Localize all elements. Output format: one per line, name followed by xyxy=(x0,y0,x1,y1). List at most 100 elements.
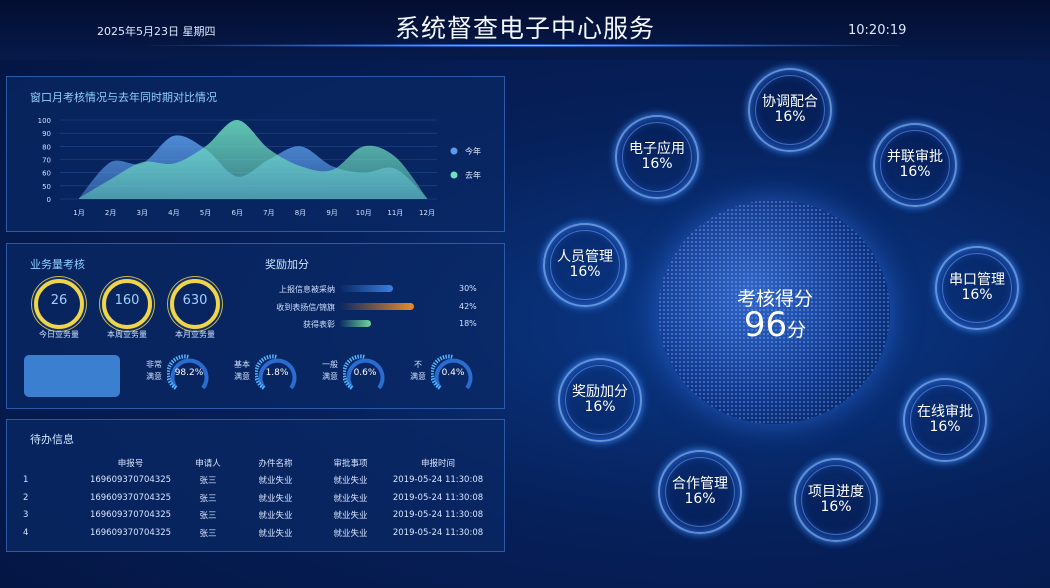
table-cell: 169609370704325 xyxy=(89,527,172,538)
metric-node[interactable]: 电子应用 16% xyxy=(615,115,699,199)
table-cell: 张三 xyxy=(199,493,217,504)
node-name: 项目进度 xyxy=(808,484,864,500)
todo-table: 申报号 申请人 办件名称 审批事项 申报时间 1 169609370704325 张三 就业失业… xyxy=(23,454,488,542)
y-tick-label: 0 xyxy=(47,196,51,204)
table-cell: 就业失业 xyxy=(333,511,368,522)
table-cell: 3 xyxy=(23,510,29,521)
satisfaction-value: 98.2% xyxy=(174,368,204,378)
x-tick-label: 7月 xyxy=(263,209,274,217)
metric-node[interactable]: 人员管理 16% xyxy=(543,223,627,307)
node-pct: 16% xyxy=(899,164,931,180)
count-label: 本月业务量 xyxy=(175,330,215,339)
legend-label: 今年 xyxy=(465,146,481,156)
table-cell: 就业失业 xyxy=(258,511,293,522)
node-pct: 16% xyxy=(641,156,673,172)
metric-node[interactable]: 项目进度 16% xyxy=(794,458,878,542)
x-tick-label: 2月 xyxy=(105,209,116,217)
table-cell: 张三 xyxy=(199,528,217,539)
satisfaction-gauge: 0.4% xyxy=(429,352,475,396)
legend-label: 去年 xyxy=(465,170,481,180)
table-cell: 申报号 xyxy=(117,458,144,469)
count-label: 本周业务量 xyxy=(107,330,147,339)
score-unit: 分 xyxy=(787,319,807,341)
header-glow xyxy=(150,44,900,47)
node-name: 电子应用 xyxy=(629,141,685,157)
metric-node[interactable]: 奖励加分 16% xyxy=(558,358,642,442)
reward-bar xyxy=(339,302,414,310)
table-cell: 2019-05-24 11:30:08 xyxy=(392,492,484,503)
satisfaction-label: 满意 xyxy=(322,372,338,381)
area-chart: 0 50 60 70 80 90 100 1月 2月 3月 4月 5月 6月 7月 8月 9月 10月 11月 12… xyxy=(38,117,481,217)
table-cell: 1 xyxy=(23,475,29,486)
table-cell: 169609370704325 xyxy=(89,492,172,503)
globe xyxy=(658,200,890,424)
x-tick-label: 6月 xyxy=(231,209,242,217)
business-title: 业务量考核 xyxy=(30,258,85,271)
node-name: 并联审批 xyxy=(887,149,943,165)
table-cell: 就业失业 xyxy=(333,476,368,487)
count-ring: 160 xyxy=(102,279,152,329)
table-cell: 张三 xyxy=(199,511,217,522)
reward-label: 获得表彰 xyxy=(303,320,335,329)
page-title: 系统督查电子中心服务 xyxy=(394,14,655,43)
x-tick-label: 11月 xyxy=(387,209,403,217)
metric-node[interactable]: 合作管理 16% xyxy=(658,450,742,534)
table-cell: 张三 xyxy=(199,476,217,487)
table-cell: 2019-05-24 11:30:08 xyxy=(392,510,484,521)
table-cell: 就业失业 xyxy=(258,493,293,504)
node-pct: 16% xyxy=(774,109,806,125)
node-pct: 16% xyxy=(820,499,852,515)
node-pct: 16% xyxy=(684,491,716,507)
table-cell: 申报时间 xyxy=(420,458,455,469)
x-tick-label: 9月 xyxy=(326,209,337,217)
x-tick-label: 10月 xyxy=(356,209,372,217)
reward-title: 奖励加分 xyxy=(265,258,309,271)
count-value: 630 xyxy=(182,293,208,308)
table-row[interactable]: 3 169609370704325 张三 就业失业 就业失业 2019-05-24 11:… xyxy=(23,507,488,525)
header: 2025年5月23日 星期四 系统督查电子中心服务 10:20:19 xyxy=(0,0,1050,60)
todo-panel: 待办信息 申报号 申请人 办件名称 审批事项 申报时间 1 169609370704325 张… xyxy=(6,419,505,552)
table-cell: 就业失业 xyxy=(258,476,293,487)
metric-node[interactable]: 协调配合 16% xyxy=(748,68,832,152)
chart-title: 窗口月考核情况与去年同时期对比情况 xyxy=(30,91,217,104)
table-header: 申报号 申请人 办件名称 审批事项 申报时间 xyxy=(23,454,488,472)
table-cell: 169609370704325 xyxy=(89,475,172,486)
legend-marker xyxy=(450,147,458,155)
reward-bar xyxy=(339,320,372,327)
reward-pct: 30% xyxy=(459,284,477,293)
blank-card xyxy=(24,355,120,397)
table-cell: 就业失业 xyxy=(333,493,368,504)
node-pct: 16% xyxy=(569,264,601,280)
table-row[interactable]: 2 169609370704325 张三 就业失业 就业失业 2019-05-24 11:… xyxy=(23,489,488,507)
node-pct: 16% xyxy=(929,419,961,435)
table-cell: 审批事项 xyxy=(333,458,368,469)
x-tick-label: 5月 xyxy=(200,209,211,217)
x-tick-label: 8月 xyxy=(295,209,306,217)
table-cell: 办件名称 xyxy=(258,458,293,469)
node-name: 合作管理 xyxy=(672,476,728,492)
table-cell: 就业失业 xyxy=(258,528,293,539)
reward-bar xyxy=(339,285,393,292)
metric-node[interactable]: 并联审批 16% xyxy=(873,123,957,207)
node-name: 在线审批 xyxy=(917,404,973,420)
table-cell: 2 xyxy=(23,492,29,503)
table-cell: 2019-05-24 11:30:08 xyxy=(392,527,484,538)
y-tick-label: 100 xyxy=(38,117,51,125)
x-tick-label: 3月 xyxy=(137,209,148,217)
legend-marker xyxy=(450,171,458,179)
satisfaction-label: 基本 xyxy=(234,360,250,369)
table-cell: 申请人 xyxy=(195,458,221,469)
score: 96分 xyxy=(700,305,850,345)
table-row[interactable]: 1 169609370704325 张三 就业失业 就业失业 2019-05-24 11:… xyxy=(23,472,488,490)
satisfaction-label: 满意 xyxy=(146,372,162,381)
node-name: 奖励加分 xyxy=(572,384,628,400)
satisfaction-gauge: 0.6% xyxy=(341,352,387,396)
table-cell: 169609370704325 xyxy=(89,510,172,521)
clock: 10:20:19 xyxy=(848,23,907,38)
reward-pct: 18% xyxy=(459,319,477,328)
satisfaction-label: 满意 xyxy=(410,372,426,381)
count-value: 26 xyxy=(50,293,68,308)
metric-node[interactable]: 串口管理 16% xyxy=(935,246,1019,330)
metric-node[interactable]: 在线审批 16% xyxy=(903,378,987,462)
table-row[interactable]: 4 169609370704325 张三 就业失业 就业失业 2019-05-24 11:… xyxy=(23,524,488,542)
